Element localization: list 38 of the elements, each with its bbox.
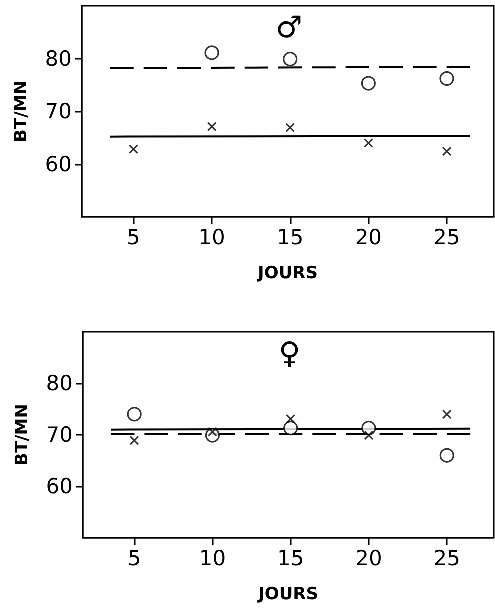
x-tick-label: 5 xyxy=(128,546,142,570)
x-tick-label: 20 xyxy=(356,546,382,570)
point xyxy=(204,46,220,60)
point xyxy=(286,414,296,424)
y-axis-title: BT/MN xyxy=(12,404,32,466)
point xyxy=(364,138,374,148)
x-tick-label: 10 xyxy=(199,546,226,570)
x-tick-label: 5 xyxy=(127,226,140,250)
y-axis-title: BT/MN xyxy=(12,80,32,142)
y-tick-label: 80 xyxy=(45,46,72,71)
x-tick-label: 20 xyxy=(355,226,382,250)
y-tick-label: 70 xyxy=(46,423,73,447)
point xyxy=(440,72,454,86)
point xyxy=(364,430,374,440)
x-tick-label: 25 xyxy=(434,546,460,570)
annotation: ♀ xyxy=(278,336,301,372)
point xyxy=(130,436,140,446)
point xyxy=(283,52,298,67)
point xyxy=(207,122,217,132)
x-tick-label: 15 xyxy=(276,226,304,250)
x-tick-label: 10 xyxy=(198,226,226,250)
point xyxy=(442,146,452,156)
x-tick-label: 15 xyxy=(277,546,304,570)
y-tick-label: 80 xyxy=(46,372,73,396)
point xyxy=(286,123,296,133)
point xyxy=(127,407,142,422)
point xyxy=(442,410,452,420)
x-axis-title: JOURS xyxy=(257,264,318,284)
y-tick-label: 70 xyxy=(45,100,72,124)
point xyxy=(128,144,138,154)
annotation: ♂ xyxy=(276,10,303,46)
x-tick-label: 25 xyxy=(434,226,460,250)
x-axis-title: JOURS xyxy=(258,584,318,604)
y-tick-label: 60 xyxy=(46,474,73,498)
point xyxy=(284,421,298,436)
point xyxy=(361,76,376,91)
point xyxy=(440,448,454,463)
y-tick-label: 60 xyxy=(45,152,72,176)
